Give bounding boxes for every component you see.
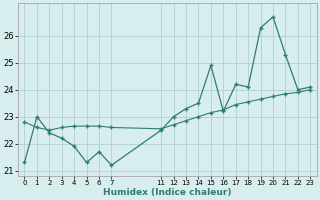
- X-axis label: Humidex (Indice chaleur): Humidex (Indice chaleur): [103, 188, 232, 197]
